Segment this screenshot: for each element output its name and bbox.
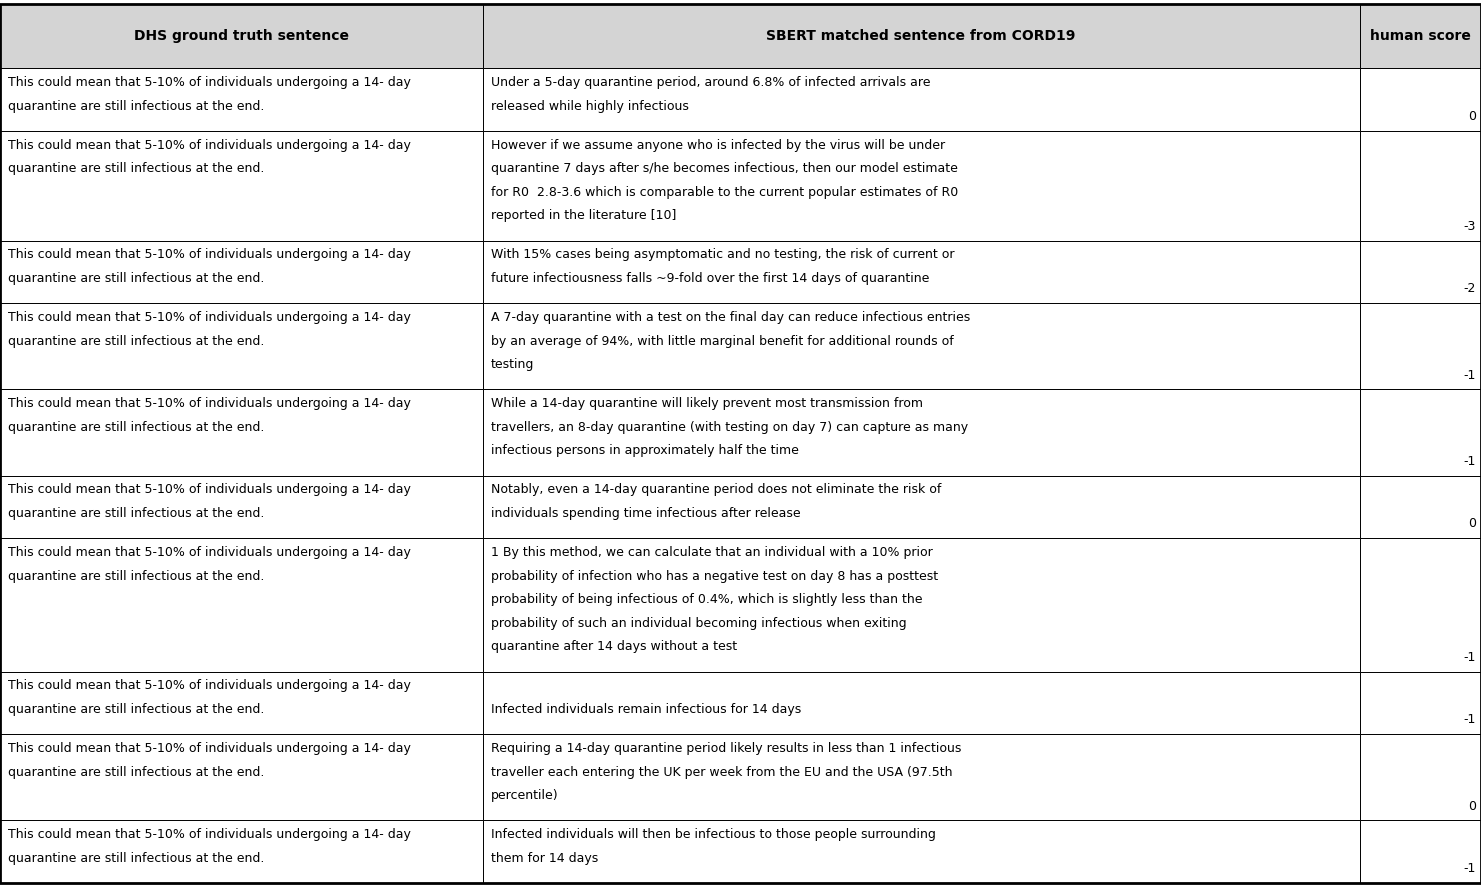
Bar bbox=[1360, 303, 1481, 390]
Bar bbox=[1360, 821, 1481, 883]
Text: future infectiousness falls ~9-fold over the first 14 days of quarantine: future infectiousness falls ~9-fold over… bbox=[490, 272, 929, 285]
Text: -1: -1 bbox=[1463, 651, 1477, 664]
Text: infectious persons in approximately half the time: infectious persons in approximately half… bbox=[490, 444, 798, 458]
Text: them for 14 days: them for 14 days bbox=[490, 852, 598, 864]
Text: With 15% cases being asymptomatic and no testing, the risk of current or: With 15% cases being asymptomatic and no… bbox=[490, 248, 954, 261]
Text: 0: 0 bbox=[1468, 799, 1477, 813]
Bar bbox=[0, 68, 483, 131]
Bar bbox=[483, 672, 1360, 734]
Text: This could mean that 5-10% of individuals undergoing a 14- day: This could mean that 5-10% of individual… bbox=[7, 742, 410, 755]
Text: This could mean that 5-10% of individuals undergoing a 14- day: This could mean that 5-10% of individual… bbox=[7, 483, 410, 497]
Text: This could mean that 5-10% of individuals undergoing a 14- day: This could mean that 5-10% of individual… bbox=[7, 680, 410, 692]
Bar bbox=[1360, 241, 1481, 303]
Text: DHS ground truth sentence: DHS ground truth sentence bbox=[133, 29, 350, 44]
Text: quarantine are still infectious at the end.: quarantine are still infectious at the e… bbox=[7, 507, 265, 520]
Bar bbox=[1360, 672, 1481, 734]
Text: This could mean that 5-10% of individuals undergoing a 14- day: This could mean that 5-10% of individual… bbox=[7, 546, 410, 559]
Bar bbox=[483, 538, 1360, 672]
Text: quarantine are still infectious at the end.: quarantine are still infectious at the e… bbox=[7, 852, 265, 864]
Text: released while highly infectious: released while highly infectious bbox=[490, 100, 689, 112]
Bar bbox=[0, 303, 483, 390]
Text: quarantine are still infectious at the end.: quarantine are still infectious at the e… bbox=[7, 100, 265, 112]
Text: quarantine are still infectious at the end.: quarantine are still infectious at the e… bbox=[7, 162, 265, 175]
Bar bbox=[483, 303, 1360, 390]
Text: -1: -1 bbox=[1463, 368, 1477, 382]
Text: 0: 0 bbox=[1468, 110, 1477, 123]
Bar bbox=[483, 131, 1360, 241]
Text: travellers, an 8-day quarantine (with testing on day 7) can capture as many: travellers, an 8-day quarantine (with te… bbox=[490, 421, 969, 434]
Text: A 7-day quarantine with a test on the final day can reduce infectious entries: A 7-day quarantine with a test on the fi… bbox=[490, 311, 970, 324]
Bar bbox=[1360, 734, 1481, 821]
Text: human score: human score bbox=[1370, 29, 1471, 44]
Bar bbox=[0, 672, 483, 734]
Text: probability of being infectious of 0.4%, which is slightly less than the: probability of being infectious of 0.4%,… bbox=[490, 593, 923, 607]
Text: testing: testing bbox=[490, 358, 535, 371]
Bar bbox=[0, 734, 483, 821]
Text: This could mean that 5-10% of individuals undergoing a 14- day: This could mean that 5-10% of individual… bbox=[7, 138, 410, 152]
Text: 1 By this method, we can calculate that an individual with a 10% prior: 1 By this method, we can calculate that … bbox=[490, 546, 933, 559]
Text: for R0  2.8-3.6 which is comparable to the current popular estimates of R0: for R0 2.8-3.6 which is comparable to th… bbox=[490, 186, 958, 199]
Text: probability of such an individual becoming infectious when exiting: probability of such an individual becomi… bbox=[490, 616, 906, 630]
Bar bbox=[1360, 131, 1481, 241]
Text: quarantine 7 days after s/he becomes infectious, then our model estimate: quarantine 7 days after s/he becomes inf… bbox=[490, 162, 958, 175]
Bar bbox=[483, 68, 1360, 131]
Bar bbox=[0, 4, 483, 68]
Bar bbox=[483, 4, 1360, 68]
Bar bbox=[483, 390, 1360, 475]
Text: However if we assume anyone who is infected by the virus will be under: However if we assume anyone who is infec… bbox=[490, 138, 945, 152]
Bar bbox=[1360, 390, 1481, 475]
Text: quarantine are still infectious at the end.: quarantine are still infectious at the e… bbox=[7, 570, 265, 582]
Text: quarantine are still infectious at the end.: quarantine are still infectious at the e… bbox=[7, 703, 265, 716]
Text: probability of infection who has a negative test on day 8 has a posttest: probability of infection who has a negat… bbox=[490, 570, 937, 582]
Text: -1: -1 bbox=[1463, 455, 1477, 467]
Bar bbox=[1360, 68, 1481, 131]
Text: quarantine are still infectious at the end.: quarantine are still infectious at the e… bbox=[7, 334, 265, 348]
Text: This could mean that 5-10% of individuals undergoing a 14- day: This could mean that 5-10% of individual… bbox=[7, 828, 410, 841]
Bar bbox=[483, 821, 1360, 883]
Bar bbox=[483, 475, 1360, 538]
Text: -2: -2 bbox=[1463, 283, 1477, 295]
Bar bbox=[0, 241, 483, 303]
Text: This could mean that 5-10% of individuals undergoing a 14- day: This could mean that 5-10% of individual… bbox=[7, 311, 410, 324]
Text: SBERT matched sentence from CORD19: SBERT matched sentence from CORD19 bbox=[767, 29, 1075, 44]
Text: This could mean that 5-10% of individuals undergoing a 14- day: This could mean that 5-10% of individual… bbox=[7, 397, 410, 410]
Text: -3: -3 bbox=[1463, 219, 1477, 233]
Text: This could mean that 5-10% of individuals undergoing a 14- day: This could mean that 5-10% of individual… bbox=[7, 248, 410, 261]
Text: quarantine are still infectious at the end.: quarantine are still infectious at the e… bbox=[7, 272, 265, 285]
Text: quarantine are still infectious at the end.: quarantine are still infectious at the e… bbox=[7, 421, 265, 434]
Text: Infected individuals will then be infectious to those people surrounding: Infected individuals will then be infect… bbox=[490, 828, 936, 841]
Bar bbox=[1360, 538, 1481, 672]
Text: 0: 0 bbox=[1468, 517, 1477, 531]
Text: While a 14-day quarantine will likely prevent most transmission from: While a 14-day quarantine will likely pr… bbox=[490, 397, 923, 410]
Bar bbox=[0, 475, 483, 538]
Text: percentile): percentile) bbox=[490, 789, 558, 802]
Bar bbox=[0, 538, 483, 672]
Text: -1: -1 bbox=[1463, 863, 1477, 875]
Bar bbox=[483, 734, 1360, 821]
Text: -1: -1 bbox=[1463, 714, 1477, 726]
Text: Requiring a 14-day quarantine period likely results in less than 1 infectious: Requiring a 14-day quarantine period lik… bbox=[490, 742, 961, 755]
Text: quarantine after 14 days without a test: quarantine after 14 days without a test bbox=[490, 640, 738, 653]
Bar bbox=[0, 821, 483, 883]
Text: This could mean that 5-10% of individuals undergoing a 14- day: This could mean that 5-10% of individual… bbox=[7, 76, 410, 89]
Bar bbox=[483, 241, 1360, 303]
Text: traveller each entering the UK per week from the EU and the USA (97.5th: traveller each entering the UK per week … bbox=[490, 765, 952, 779]
Bar bbox=[0, 131, 483, 241]
Bar bbox=[1360, 4, 1481, 68]
Text: Notably, even a 14-day quarantine period does not eliminate the risk of: Notably, even a 14-day quarantine period… bbox=[490, 483, 942, 497]
Text: reported in the literature [10]: reported in the literature [10] bbox=[490, 210, 677, 222]
Text: individuals spending time infectious after release: individuals spending time infectious aft… bbox=[490, 507, 800, 520]
Text: Under a 5-day quarantine period, around 6.8% of infected arrivals are: Under a 5-day quarantine period, around … bbox=[490, 76, 930, 89]
Bar bbox=[1360, 475, 1481, 538]
Text: Infected individuals remain infectious for 14 days: Infected individuals remain infectious f… bbox=[490, 703, 801, 716]
Bar bbox=[0, 390, 483, 475]
Text: quarantine are still infectious at the end.: quarantine are still infectious at the e… bbox=[7, 765, 265, 779]
Text: by an average of 94%, with little marginal benefit for additional rounds of: by an average of 94%, with little margin… bbox=[490, 334, 954, 348]
